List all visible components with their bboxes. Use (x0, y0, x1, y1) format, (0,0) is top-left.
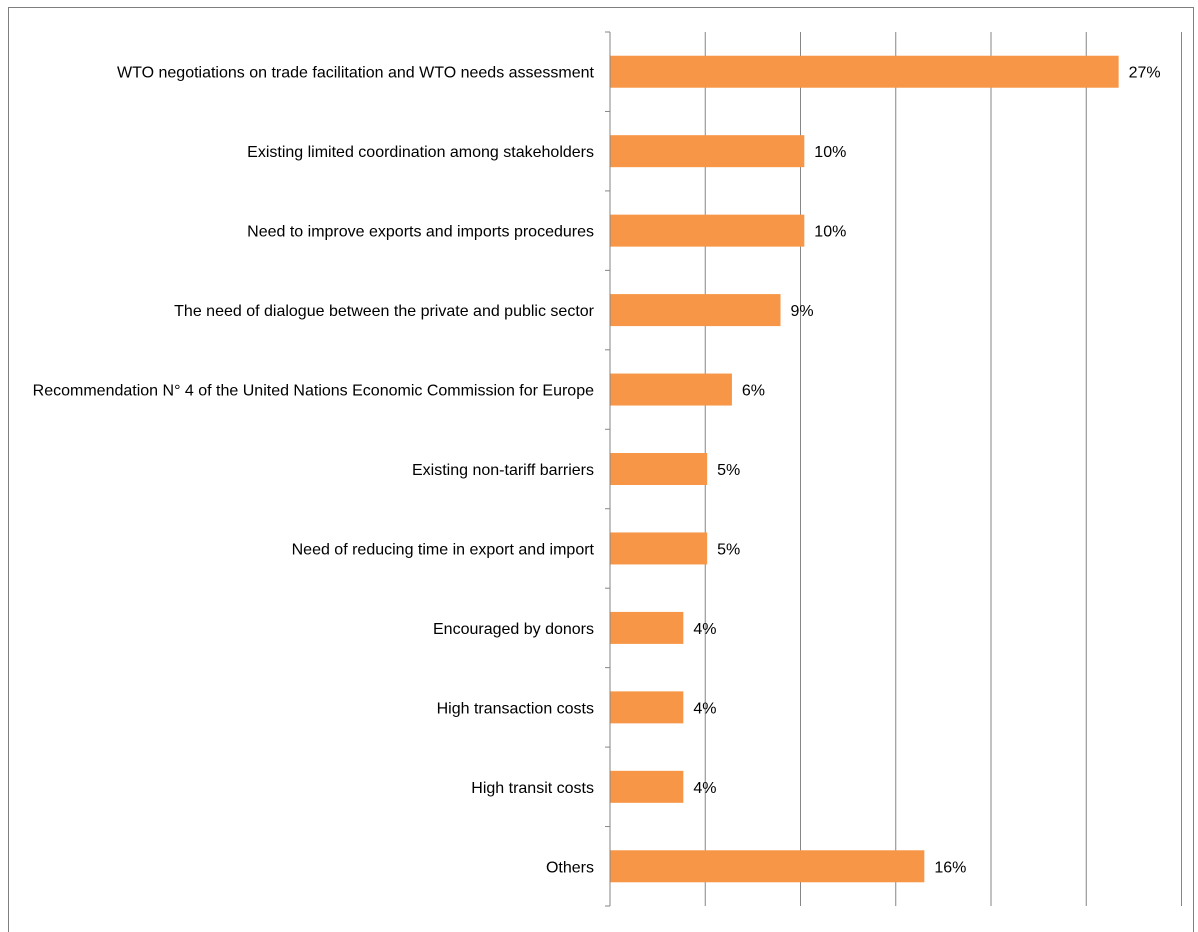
category-label: High transit costs (471, 780, 594, 797)
data-label: 4% (693, 700, 716, 717)
category-label: Others (546, 859, 594, 876)
data-label: 6% (742, 383, 765, 400)
data-label: 16% (934, 859, 966, 876)
bar (610, 770, 684, 803)
bar (610, 453, 708, 485)
category-label: Need to improve exports and imports proc… (247, 224, 594, 241)
data-label: 9% (790, 303, 813, 320)
data-label: 10% (814, 144, 846, 161)
data-label: 4% (693, 621, 716, 638)
bar (610, 691, 684, 724)
data-label: 10% (814, 224, 846, 241)
bar (610, 373, 732, 406)
bar (610, 214, 805, 247)
data-label: 5% (717, 541, 740, 558)
category-label: Existing limited coordination among stak… (247, 144, 594, 161)
bar (610, 532, 708, 565)
category-label: Existing non-tariff barriers (412, 462, 594, 479)
category-label: The need of dialogue between the private… (174, 303, 595, 320)
data-label: 5% (717, 462, 740, 479)
category-label: WTO negotiations on trade facilitation a… (117, 65, 595, 82)
category-label: Need of reducing time in export and impo… (292, 541, 595, 558)
bar (610, 135, 805, 168)
data-label: 27% (1129, 65, 1161, 82)
category-label: High transaction costs (437, 700, 594, 717)
data-label: 4% (693, 780, 716, 797)
bar (610, 294, 781, 327)
bar (610, 55, 1119, 88)
chart-frame (8, 7, 1194, 932)
category-label: Encouraged by donors (433, 621, 594, 638)
bar (610, 850, 925, 883)
bar (610, 611, 684, 644)
category-label: Recommendation N° 4 of the United Nation… (33, 383, 594, 400)
